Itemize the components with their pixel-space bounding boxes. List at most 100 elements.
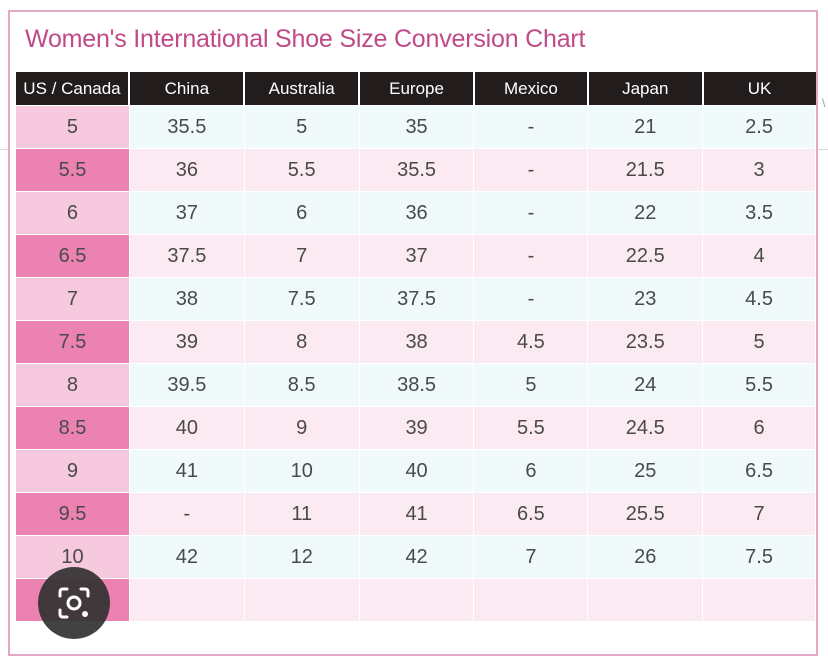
- cell-japan: 22.5: [587, 234, 704, 278]
- cell-uk: 4.5: [702, 277, 816, 321]
- cell-us: 9: [15, 449, 130, 493]
- cell-china: [128, 578, 245, 622]
- cell-japan: 23.5: [587, 320, 704, 364]
- cell-australia: 11: [243, 492, 360, 536]
- header-us-canada: US / Canada: [15, 72, 130, 106]
- cell-uk: 2.5: [702, 105, 816, 149]
- cell-china: 40: [128, 406, 245, 450]
- chart-frame: Women's International Shoe Size Conversi…: [8, 10, 818, 656]
- cell-japan: 21: [587, 105, 704, 149]
- size-conversion-table: US / Canada China Australia Europe Mexic…: [15, 72, 816, 622]
- cell-china: 39: [128, 320, 245, 364]
- cell-china: 39.5: [128, 363, 245, 407]
- cell-australia: 5.5: [243, 148, 360, 192]
- cell-europe: 38: [358, 320, 475, 364]
- header-australia: Australia: [243, 72, 360, 106]
- cell-mexico: -: [473, 191, 589, 235]
- cell-mexico: -: [473, 148, 589, 192]
- cell-australia: 6: [243, 191, 360, 235]
- cell-australia: 7.5: [243, 277, 360, 321]
- cell-australia: 8: [243, 320, 360, 364]
- cell-uk: 7: [702, 492, 816, 536]
- cell-europe: 37.5: [358, 277, 475, 321]
- table-row: 9.5-11 41 6.5 25.5 7: [15, 492, 816, 536]
- cell-uk: 4: [702, 234, 816, 278]
- cell-china: 41: [128, 449, 245, 493]
- cell-china: 38: [128, 277, 245, 321]
- cell-mexico: 7: [473, 535, 589, 579]
- cell-uk: 3: [702, 148, 816, 192]
- cell-china: 42: [128, 535, 245, 579]
- cell-mexico: -: [473, 105, 589, 149]
- cell-australia: 12: [243, 535, 360, 579]
- cell-europe: 41: [358, 492, 475, 536]
- cell-australia: 10: [243, 449, 360, 493]
- table-row: 5.5 36 5.5 35.5-21.5 3: [15, 148, 816, 192]
- cell-europe: 37: [358, 234, 475, 278]
- cell-europe: 35: [358, 105, 475, 149]
- lens-search-icon: [58, 587, 90, 619]
- cell-mexico: 5.5: [473, 406, 589, 450]
- cell-uk: 7.5: [702, 535, 816, 579]
- cell-us: 5.5: [15, 148, 130, 192]
- cell-japan: 26: [587, 535, 704, 579]
- cell-australia: [243, 578, 360, 622]
- cell-us: 7.5: [15, 320, 130, 364]
- cell-us: 6.5: [15, 234, 130, 278]
- cell-us: 9.5: [15, 492, 130, 536]
- header-china: China: [128, 72, 245, 106]
- cell-australia: 9: [243, 406, 360, 450]
- cell-europe: 36: [358, 191, 475, 235]
- cell-mexico: [473, 578, 589, 622]
- cell-australia: 5: [243, 105, 360, 149]
- header-europe: Europe: [358, 72, 474, 106]
- cell-mexico: 4.5: [473, 320, 589, 364]
- cell-mexico: 5: [473, 363, 589, 407]
- table-row: 8.5 40 9 39 5.5 24.5 6: [15, 406, 816, 450]
- cell-europe: 40: [358, 449, 475, 493]
- cell-australia: 8.5: [243, 363, 360, 407]
- cell-australia: 7: [243, 234, 360, 278]
- cell-uk: [702, 578, 816, 622]
- table-row: 8 39.5 8.5 38.5 5 24 5.5: [15, 363, 816, 407]
- table-row: [15, 578, 816, 622]
- cell-japan: 22: [587, 191, 704, 235]
- cell-uk: 5.5: [702, 363, 816, 407]
- cell-mexico: -: [473, 234, 589, 278]
- table-row: 6 37 6 36-22 3.5: [15, 191, 816, 235]
- header-japan: Japan: [586, 72, 703, 106]
- cell-uk: 3.5: [702, 191, 816, 235]
- cell-us: 8: [15, 363, 130, 407]
- cell-japan: 25: [587, 449, 704, 493]
- table-row: 7.5 39 8 38 4.5 23.5 5: [15, 320, 816, 364]
- cell-us: 8.5: [15, 406, 130, 450]
- cell-europe: 39: [358, 406, 475, 450]
- cell-europe: [358, 578, 475, 622]
- table-row: 10 42 12 42 7 26 7.5: [15, 535, 816, 579]
- cell-europe: 38.5: [358, 363, 475, 407]
- cell-uk: 6: [702, 406, 816, 450]
- lens-search-button[interactable]: [38, 567, 110, 639]
- cell-china: 36: [128, 148, 245, 192]
- table-row: 6.5 37.5 7 37-22.5 4: [15, 234, 816, 278]
- table-row: 5 35.5 5 35-21 2.5: [15, 105, 816, 149]
- cell-japan: 24: [587, 363, 704, 407]
- cell-us: 6: [15, 191, 130, 235]
- cell-uk: 5: [702, 320, 816, 364]
- cell-us: 5: [15, 105, 130, 149]
- cell-japan: [587, 578, 704, 622]
- cell-europe: 42: [358, 535, 475, 579]
- chart-title: Women's International Shoe Size Conversi…: [25, 25, 586, 53]
- cell-japan: 25.5: [587, 492, 704, 536]
- cell-china: -: [128, 492, 245, 536]
- table-row: 9 41 10 40 6 25 6.5: [15, 449, 816, 493]
- edge-cursor-mark: \: [822, 96, 826, 110]
- cell-china: 35.5: [128, 105, 245, 149]
- cell-japan: 21.5: [587, 148, 704, 192]
- cell-mexico: 6.5: [473, 492, 589, 536]
- table-row: 7 38 7.5 37.5-23 4.5: [15, 277, 816, 321]
- cell-mexico: -: [473, 277, 589, 321]
- cell-europe: 35.5: [358, 148, 475, 192]
- cell-china: 37.5: [128, 234, 245, 278]
- cell-japan: 23: [587, 277, 704, 321]
